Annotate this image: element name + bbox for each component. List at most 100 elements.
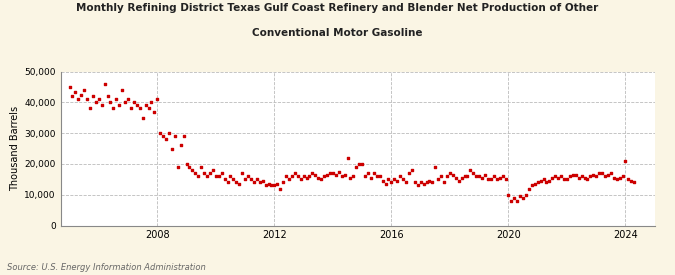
Point xyxy=(137,116,148,120)
Point xyxy=(392,179,403,183)
Point xyxy=(626,179,637,183)
Point xyxy=(617,174,628,178)
Point xyxy=(401,180,412,185)
Point xyxy=(568,172,578,177)
Point xyxy=(421,180,432,185)
Point xyxy=(123,97,134,101)
Point xyxy=(398,177,408,182)
Point xyxy=(140,103,151,108)
Point xyxy=(90,100,101,104)
Point xyxy=(73,97,84,101)
Point xyxy=(228,177,239,182)
Point xyxy=(362,171,373,175)
Point xyxy=(93,97,104,101)
Point xyxy=(146,100,157,104)
Point xyxy=(119,100,130,104)
Point xyxy=(471,174,482,178)
Point xyxy=(263,182,274,186)
Point xyxy=(67,94,78,98)
Point xyxy=(406,168,417,172)
Point xyxy=(544,179,555,183)
Point xyxy=(79,88,90,92)
Point xyxy=(512,199,522,203)
Point xyxy=(231,180,242,185)
Point xyxy=(216,171,227,175)
Point xyxy=(254,180,265,185)
Point xyxy=(251,177,262,182)
Point xyxy=(360,174,371,178)
Point xyxy=(348,174,358,178)
Point xyxy=(576,174,587,178)
Point xyxy=(573,175,584,180)
Point xyxy=(588,172,599,177)
Point xyxy=(509,196,520,200)
Text: Monthly Refining District Texas Gulf Coast Refinery and Blender Net Production o: Monthly Refining District Texas Gulf Coa… xyxy=(76,3,599,13)
Point xyxy=(117,88,128,92)
Point xyxy=(310,172,321,177)
Point xyxy=(242,174,253,178)
Text: Conventional Motor Gasoline: Conventional Motor Gasoline xyxy=(252,28,423,37)
Point xyxy=(128,100,139,104)
Point xyxy=(207,168,218,172)
Point xyxy=(64,85,75,89)
Point xyxy=(246,177,256,182)
Point xyxy=(483,177,493,182)
Point xyxy=(222,180,233,185)
Point xyxy=(594,171,605,175)
Point xyxy=(132,103,142,108)
Point xyxy=(167,146,178,151)
Point xyxy=(377,179,388,183)
Point xyxy=(290,171,300,175)
Point xyxy=(480,172,491,177)
Point xyxy=(357,162,368,166)
Point xyxy=(202,174,213,178)
Point xyxy=(520,192,531,197)
Text: Source: U.S. Energy Information Administration: Source: U.S. Energy Information Administ… xyxy=(7,263,205,272)
Point xyxy=(389,177,400,182)
Point xyxy=(336,174,347,178)
Point xyxy=(430,165,441,169)
Point xyxy=(559,177,570,182)
Point xyxy=(333,169,344,174)
Point xyxy=(205,171,215,175)
Point xyxy=(298,174,309,178)
Point xyxy=(277,180,288,185)
Point xyxy=(304,174,315,178)
Point xyxy=(301,175,312,180)
Point xyxy=(275,186,286,191)
Point xyxy=(257,179,268,183)
Point xyxy=(114,103,125,108)
Point xyxy=(126,106,136,111)
Point xyxy=(269,183,279,188)
Point xyxy=(339,172,350,177)
Point xyxy=(105,100,116,104)
Point xyxy=(608,175,619,180)
Point xyxy=(465,168,476,172)
Point xyxy=(445,171,456,175)
Point xyxy=(439,180,450,185)
Point xyxy=(491,177,502,182)
Point xyxy=(76,92,86,97)
Point xyxy=(163,131,174,135)
Point xyxy=(386,180,397,185)
Point xyxy=(82,97,92,101)
Point xyxy=(503,192,514,197)
Point xyxy=(591,174,601,178)
Point xyxy=(248,180,259,185)
Point xyxy=(70,89,81,94)
Point xyxy=(506,199,517,203)
Point xyxy=(196,165,207,169)
Point xyxy=(562,177,572,182)
Point xyxy=(582,177,593,182)
Point xyxy=(172,165,183,169)
Point xyxy=(284,177,294,182)
Point xyxy=(158,134,169,138)
Point xyxy=(155,131,165,135)
Point xyxy=(99,82,110,86)
Point xyxy=(354,162,364,166)
Point xyxy=(433,177,443,182)
Point xyxy=(474,174,485,178)
Point xyxy=(342,156,353,160)
Point xyxy=(330,172,341,177)
Point xyxy=(184,165,195,169)
